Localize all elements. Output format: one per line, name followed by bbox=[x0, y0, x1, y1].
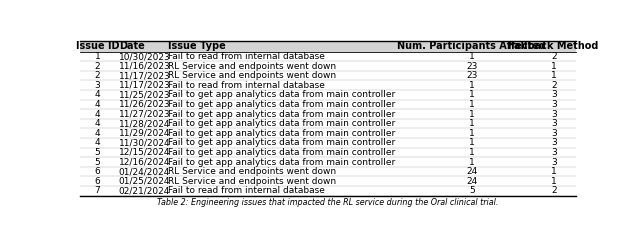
FancyBboxPatch shape bbox=[80, 138, 576, 148]
Text: Fail to read from internal database: Fail to read from internal database bbox=[168, 52, 325, 61]
Text: 3: 3 bbox=[551, 110, 557, 119]
Text: Date: Date bbox=[118, 41, 145, 51]
Text: Fail to get app analytics data from main controller: Fail to get app analytics data from main… bbox=[168, 148, 396, 157]
Text: 11/17/2023: 11/17/2023 bbox=[118, 71, 170, 80]
Text: 1: 1 bbox=[469, 81, 475, 90]
Text: Fail to get app analytics data from main controller: Fail to get app analytics data from main… bbox=[168, 90, 396, 99]
Text: 1: 1 bbox=[469, 119, 475, 128]
Text: Issue Type: Issue Type bbox=[168, 41, 226, 51]
Text: 4: 4 bbox=[95, 119, 100, 128]
Text: 2: 2 bbox=[95, 71, 100, 80]
Text: 1: 1 bbox=[469, 110, 475, 119]
Text: 3: 3 bbox=[551, 157, 557, 167]
Text: 2: 2 bbox=[551, 186, 557, 195]
Text: 3: 3 bbox=[551, 100, 557, 109]
Text: 1: 1 bbox=[469, 52, 475, 61]
Text: 11/26/2023: 11/26/2023 bbox=[118, 100, 170, 109]
Text: 3: 3 bbox=[551, 129, 557, 138]
Text: 1: 1 bbox=[469, 148, 475, 157]
Text: 11/25/2023: 11/25/2023 bbox=[118, 90, 170, 99]
Text: 3: 3 bbox=[551, 138, 557, 147]
Text: 5: 5 bbox=[469, 186, 475, 195]
Text: 12/16/2024: 12/16/2024 bbox=[118, 157, 170, 167]
Text: 1: 1 bbox=[469, 129, 475, 138]
Text: 3: 3 bbox=[95, 81, 100, 90]
Text: 3: 3 bbox=[551, 148, 557, 157]
Text: 6: 6 bbox=[95, 177, 100, 186]
Text: 1: 1 bbox=[551, 71, 557, 80]
Text: 4: 4 bbox=[95, 90, 100, 99]
Text: 12/15/2024: 12/15/2024 bbox=[118, 148, 170, 157]
FancyBboxPatch shape bbox=[80, 81, 576, 90]
Text: 1: 1 bbox=[469, 100, 475, 109]
Text: RL Service and endpoints went down: RL Service and endpoints went down bbox=[168, 62, 337, 70]
Text: Fail to get app analytics data from main controller: Fail to get app analytics data from main… bbox=[168, 138, 396, 147]
Text: RL Service and endpoints went down: RL Service and endpoints went down bbox=[168, 167, 337, 176]
Text: 01/25/2024: 01/25/2024 bbox=[118, 177, 170, 186]
Text: 2: 2 bbox=[551, 52, 557, 61]
Text: Fail to get app analytics data from main controller: Fail to get app analytics data from main… bbox=[168, 110, 396, 119]
Text: 5: 5 bbox=[95, 157, 100, 167]
Text: 1: 1 bbox=[469, 157, 475, 167]
Text: 23: 23 bbox=[466, 71, 477, 80]
Text: 1: 1 bbox=[469, 138, 475, 147]
FancyBboxPatch shape bbox=[80, 71, 576, 81]
Text: 10/30/2023: 10/30/2023 bbox=[118, 52, 170, 61]
FancyBboxPatch shape bbox=[80, 61, 576, 71]
Text: Fail to get app analytics data from main controller: Fail to get app analytics data from main… bbox=[168, 119, 396, 128]
Text: Issue ID: Issue ID bbox=[76, 41, 119, 51]
FancyBboxPatch shape bbox=[80, 52, 576, 61]
Text: 02/21/2024: 02/21/2024 bbox=[118, 186, 170, 195]
Text: 1: 1 bbox=[551, 62, 557, 70]
Text: 4: 4 bbox=[95, 100, 100, 109]
FancyBboxPatch shape bbox=[80, 109, 576, 119]
FancyBboxPatch shape bbox=[80, 176, 576, 186]
Text: 11/28/2024: 11/28/2024 bbox=[118, 119, 170, 128]
Text: Fail to read from internal database: Fail to read from internal database bbox=[168, 186, 325, 195]
Text: 7: 7 bbox=[95, 186, 100, 195]
Text: 11/30/2024: 11/30/2024 bbox=[118, 138, 170, 147]
Text: 6: 6 bbox=[95, 167, 100, 176]
FancyBboxPatch shape bbox=[80, 129, 576, 138]
Text: 4: 4 bbox=[95, 138, 100, 147]
Text: 3: 3 bbox=[551, 90, 557, 99]
Text: Fail to get app analytics data from main controller: Fail to get app analytics data from main… bbox=[168, 100, 396, 109]
FancyBboxPatch shape bbox=[80, 186, 576, 196]
Text: 11/29/2024: 11/29/2024 bbox=[118, 129, 170, 138]
Text: 2: 2 bbox=[551, 81, 557, 90]
FancyBboxPatch shape bbox=[80, 41, 576, 52]
Text: 1: 1 bbox=[551, 177, 557, 186]
Text: 24: 24 bbox=[466, 167, 477, 176]
Text: 5: 5 bbox=[95, 148, 100, 157]
Text: Fallback Method: Fallback Method bbox=[509, 41, 599, 51]
Text: 1: 1 bbox=[551, 167, 557, 176]
Text: 01/24/2024: 01/24/2024 bbox=[118, 167, 170, 176]
FancyBboxPatch shape bbox=[80, 148, 576, 157]
Text: Num. Participants Affected: Num. Participants Affected bbox=[397, 41, 547, 51]
Text: 4: 4 bbox=[95, 110, 100, 119]
Text: 11/27/2023: 11/27/2023 bbox=[118, 110, 170, 119]
Text: 2: 2 bbox=[95, 62, 100, 70]
FancyBboxPatch shape bbox=[80, 119, 576, 129]
FancyBboxPatch shape bbox=[80, 167, 576, 176]
Text: 11/17/2023: 11/17/2023 bbox=[118, 81, 170, 90]
Text: 11/16/2023: 11/16/2023 bbox=[118, 62, 170, 70]
FancyBboxPatch shape bbox=[80, 157, 576, 167]
Text: 1: 1 bbox=[469, 90, 475, 99]
Text: 23: 23 bbox=[466, 62, 477, 70]
Text: Fail to get app analytics data from main controller: Fail to get app analytics data from main… bbox=[168, 157, 396, 167]
Text: RL Service and endpoints went down: RL Service and endpoints went down bbox=[168, 71, 337, 80]
Text: 24: 24 bbox=[466, 177, 477, 186]
Text: Fail to get app analytics data from main controller: Fail to get app analytics data from main… bbox=[168, 129, 396, 138]
Text: Table 2: Engineering issues that impacted the RL service during the Oral clinica: Table 2: Engineering issues that impacte… bbox=[157, 198, 499, 207]
Text: 4: 4 bbox=[95, 129, 100, 138]
Text: 3: 3 bbox=[551, 119, 557, 128]
Text: RL Service and endpoints went down: RL Service and endpoints went down bbox=[168, 177, 337, 186]
Text: Fail to read from internal database: Fail to read from internal database bbox=[168, 81, 325, 90]
Text: 1: 1 bbox=[95, 52, 100, 61]
FancyBboxPatch shape bbox=[80, 100, 576, 109]
FancyBboxPatch shape bbox=[80, 90, 576, 100]
